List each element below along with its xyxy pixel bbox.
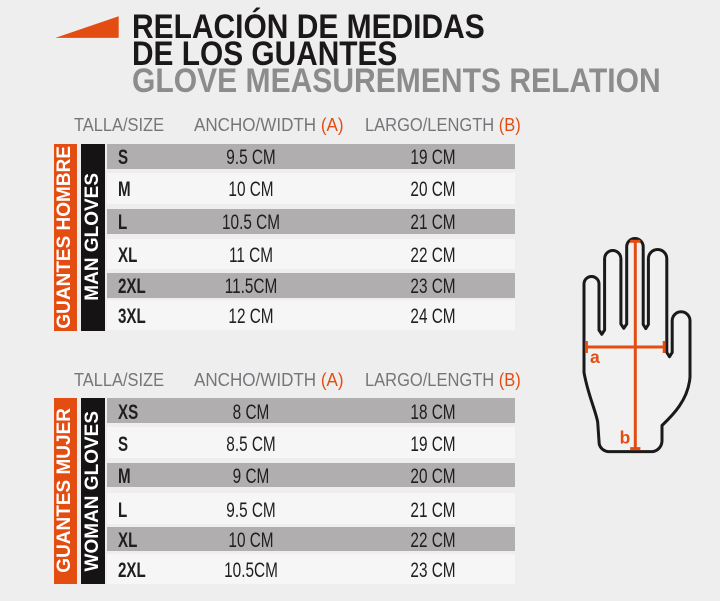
svg-text:b: b bbox=[620, 428, 631, 448]
svg-text:a: a bbox=[590, 347, 600, 367]
